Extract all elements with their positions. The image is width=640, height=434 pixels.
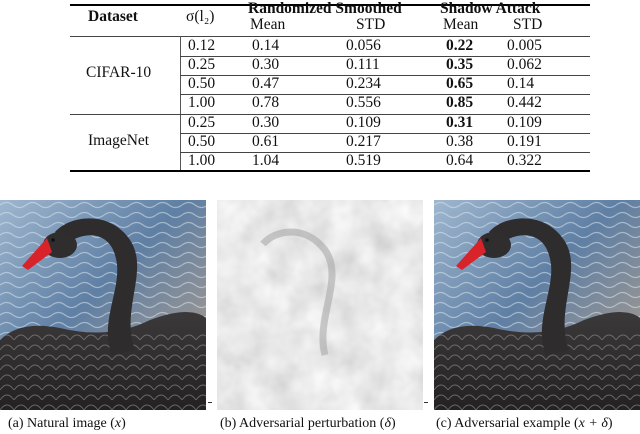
header-randomized-smoothed: Randomized Smoothed (248, 0, 402, 17)
dataset-cifar10: CIFAR-10 (86, 64, 152, 81)
column-divider (180, 36, 181, 170)
adversarial-example-panel (434, 200, 640, 410)
dataset-imagenet: ImageNet (88, 132, 150, 149)
header-sigma: σ(l₂) (186, 8, 215, 25)
header-sa-mean: Mean (443, 16, 479, 33)
header-sa-std: STD (513, 16, 543, 33)
top-rule (70, 4, 590, 6)
caption-natural-image: (a) Natural image (x) (8, 416, 126, 431)
black-swan-photo-icon (434, 200, 640, 410)
gray-noise-image-icon (217, 200, 423, 410)
header-shadow-attack: Shadow Attack (440, 0, 541, 17)
tick-mark (424, 402, 428, 403)
caption-adversarial-example: (c) Adversarial example (x + δ) (436, 416, 613, 431)
perturbation-panel (217, 200, 423, 410)
group-rule (70, 114, 590, 115)
header-rs-std: STD (356, 16, 386, 33)
caption-perturbation: (b) Adversarial perturbation (δ) (220, 416, 396, 431)
header-dataset: Dataset (88, 8, 138, 25)
black-swan-photo-icon (0, 200, 206, 410)
natural-image-panel (0, 200, 206, 410)
tick-mark (208, 402, 212, 403)
header-rs-mean: Mean (250, 16, 286, 33)
header-rule (70, 36, 590, 37)
bottom-rule (70, 170, 590, 172)
